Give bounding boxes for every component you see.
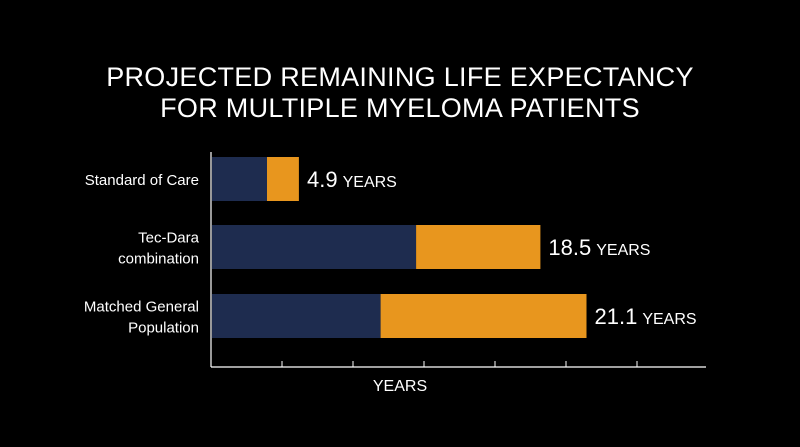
category-label-matched-general-population-line-1: Matched General [84, 299, 199, 316]
bar-matched-general-population-segment-2 [380, 294, 587, 338]
category-label-tec-dara-combination-line-2: combination [118, 251, 199, 268]
value-label-matched-general-population: 21.1 YEARS [595, 304, 697, 329]
value-unit: YEARS [642, 311, 696, 328]
category-label-matched-general-population-line-2: Population [128, 320, 199, 337]
bar-standard-of-care-segment-2 [267, 157, 299, 201]
chart-title-line-1: PROJECTED REMAINING LIFE EXPECTANCY [106, 62, 694, 92]
value-number: 18.5 [548, 235, 591, 260]
x-axis-label: YEARS [373, 378, 427, 395]
value-number: 21.1 [595, 304, 638, 329]
bar-standard-of-care-segment-1 [212, 157, 267, 201]
value-number: 4.9 [307, 167, 338, 192]
value-label-tec-dara-combination: 18.5 YEARS [548, 235, 650, 260]
value-unit: YEARS [343, 174, 397, 191]
value-label-standard-of-care: 4.9 YEARS [307, 167, 397, 192]
category-label-standard-of-care: Standard of Care [85, 172, 199, 189]
category-label-tec-dara-combination-line-1: Tec-Dara [138, 230, 200, 247]
bar-tec-dara-combination-segment-1 [212, 225, 417, 269]
bar-tec-dara-combination-segment-2 [416, 225, 541, 269]
chart-title-line-2: FOR MULTIPLE MYELOMA PATIENTS [160, 93, 640, 123]
chart-title: PROJECTED REMAINING LIFE EXPECTANCY FOR … [0, 62, 800, 124]
value-unit: YEARS [596, 242, 650, 259]
bar-matched-general-population-segment-1 [212, 294, 381, 338]
